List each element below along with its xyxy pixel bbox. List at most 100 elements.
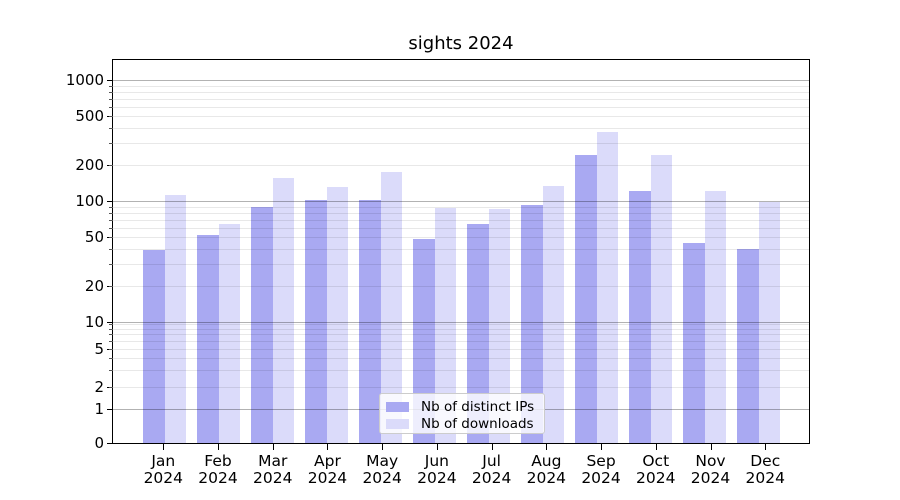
y-axis-tick [107, 409, 113, 411]
x-axis-tick-label: Aug 2024 [511, 453, 581, 487]
x-tick-month: Dec [750, 452, 781, 470]
y-axis-minor-tick [109, 85, 113, 87]
x-tick-year: 2024 [417, 469, 457, 487]
y-axis-tick-label: 200 [75, 155, 104, 174]
y-axis-tick-label: 10 [84, 313, 104, 331]
bar-downloads-nov [704, 190, 727, 443]
bar-distinct-ips-sep [575, 155, 597, 443]
bar-distinct-ips-aug [521, 204, 543, 443]
x-axis-tick [163, 444, 165, 450]
x-tick-year: 2024 [745, 469, 785, 487]
y-axis-minor-tick [109, 349, 113, 351]
y-axis-minor-tick [109, 91, 113, 93]
y-axis-minor-tick [109, 128, 113, 130]
x-axis-tick-label: Feb 2024 [183, 453, 253, 487]
legend-item-downloads: Nb of downloads [380, 415, 544, 432]
bar-downloads-apr [326, 187, 349, 443]
bar-downloads-jan [164, 195, 187, 443]
y-axis-tick [107, 201, 113, 202]
bar-distinct-ips-dec [737, 249, 759, 443]
x-axis-tick-label: Sep 2024 [566, 453, 636, 487]
y-axis-minor-tick [109, 323, 113, 325]
x-tick-year: 2024 [581, 469, 621, 487]
x-tick-month: Jun [424, 452, 449, 470]
x-tick-month: Apr [314, 452, 341, 470]
bar-distinct-ips-jan [143, 250, 165, 443]
x-axis-tick [327, 444, 329, 450]
x-tick-year: 2024 [253, 469, 293, 487]
bar-downloads-mar [272, 177, 295, 443]
x-axis-tick-label: Dec 2024 [730, 453, 800, 487]
y-axis-minor-tick [109, 358, 113, 360]
y-axis-minor-tick [109, 370, 113, 371]
x-tick-month: Jan [151, 452, 176, 470]
y-axis-tick-label: 50 [84, 228, 104, 247]
x-tick-month: Oct [642, 452, 670, 470]
x-axis-tick [546, 444, 548, 450]
x-axis-tick-label: Jun 2024 [402, 453, 472, 487]
x-tick-year: 2024 [198, 469, 238, 487]
legend: Nb of distinct IPs Nb of downloads [379, 393, 545, 434]
x-tick-month: Mar [258, 452, 288, 470]
y-axis-tick-label: 5 [94, 340, 104, 359]
bar-downloads-jul [488, 208, 511, 443]
bar-downloads-oct [650, 155, 673, 443]
y-axis-tick-label: 0 [94, 434, 104, 453]
bar-downloads-may [380, 171, 403, 443]
x-tick-year: 2024 [526, 469, 567, 487]
x-axis-tick [218, 444, 220, 450]
x-tick-month: Sep [586, 452, 616, 470]
bar-downloads-dec [758, 202, 781, 443]
bar-distinct-ips-jun [413, 238, 435, 443]
bar-distinct-ips-apr [305, 200, 327, 443]
x-tick-year: 2024 [471, 469, 512, 487]
legend-item-distinct-ips: Nb of distinct IPs [380, 398, 544, 415]
y-axis-minor-tick [109, 386, 113, 388]
x-tick-year: 2024 [362, 469, 402, 487]
x-tick-year: 2024 [143, 469, 184, 487]
y-axis-minor-tick [109, 227, 113, 229]
y-axis-minor-tick [109, 328, 113, 330]
x-tick-month: May [366, 452, 399, 470]
x-axis-tick-label: Jul 2024 [457, 453, 527, 487]
y-axis-minor-tick [109, 212, 113, 214]
x-tick-year: 2024 [307, 469, 348, 487]
bar-distinct-ips-nov [683, 242, 705, 443]
x-tick-month: Aug [531, 452, 562, 470]
x-axis-tick-label: Apr 2024 [292, 453, 362, 487]
y-axis-minor-tick [109, 116, 113, 118]
x-tick-month: Nov [695, 452, 726, 470]
y-axis-minor-tick [109, 98, 113, 100]
y-axis-tick [107, 443, 113, 445]
bar-distinct-ips-may [359, 200, 381, 443]
legend-label-distinct-ips: Nb of distinct IPs [421, 398, 535, 415]
y-axis-minor-tick [109, 106, 113, 108]
bar-downloads-jun [434, 208, 457, 443]
y-axis-minor-tick [109, 143, 113, 145]
x-axis-tick [655, 444, 657, 450]
x-axis-tick [382, 444, 384, 450]
y-axis-tick-label: 1 [94, 400, 104, 419]
y-axis-minor-tick [109, 164, 113, 166]
x-axis-tick-label: Nov 2024 [676, 453, 746, 487]
legend-label-downloads: Nb of downloads [421, 415, 534, 432]
bar-downloads-feb [218, 224, 241, 443]
x-tick-year: 2024 [690, 469, 731, 487]
bar-distinct-ips-jul [467, 224, 489, 443]
bars-layer [113, 60, 809, 443]
legend-swatch-downloads [386, 418, 409, 429]
bar-downloads-sep [596, 132, 619, 443]
x-tick-year: 2024 [636, 469, 676, 487]
y-axis-tick-label: 500 [75, 107, 104, 126]
x-axis-tick [272, 444, 274, 450]
x-axis-tick-label: May 2024 [347, 453, 417, 487]
bar-distinct-ips-feb [197, 235, 219, 443]
y-axis-tick-label: 20 [84, 276, 104, 295]
x-axis-tick [765, 444, 767, 450]
y-axis-minor-tick [109, 206, 113, 208]
x-axis-tick [436, 444, 438, 450]
bar-downloads-aug [542, 186, 565, 443]
legend-swatch-distinct-ips [386, 401, 409, 412]
y-axis-minor-tick [109, 285, 113, 287]
bar-distinct-ips-mar [251, 207, 273, 443]
